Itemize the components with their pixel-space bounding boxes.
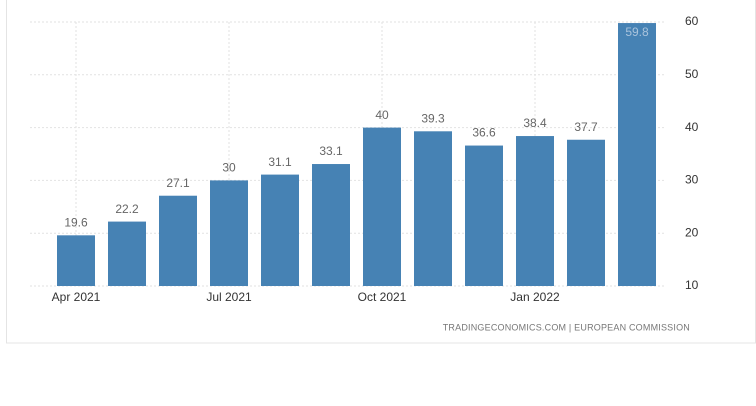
- y-tick-label: 50: [685, 67, 699, 81]
- bar: [57, 235, 95, 286]
- bar: [516, 136, 554, 286]
- y-tick-label: 30: [685, 173, 699, 187]
- x-tick-label: Apr 2021: [52, 290, 101, 304]
- data-label: 22.2: [115, 202, 139, 216]
- bar: [312, 164, 350, 286]
- bar: [414, 131, 452, 286]
- data-label: 33.1: [319, 144, 343, 158]
- x-tick-label: Jul 2021: [206, 290, 252, 304]
- data-label: 39.3: [421, 111, 445, 125]
- y-tick-label: 60: [685, 14, 699, 28]
- x-tick-label: Oct 2021: [358, 290, 407, 304]
- bar: [618, 23, 656, 286]
- bar: [363, 127, 401, 286]
- source: TRADINGECONOMICS.COM | EUROPEAN COMMISSI…: [443, 322, 690, 332]
- data-label: 59.8: [625, 25, 649, 39]
- bar: [465, 145, 503, 286]
- y-tick-label: 10: [685, 278, 699, 292]
- bar: [567, 139, 605, 286]
- data-label: 36.6: [472, 126, 496, 140]
- data-label: 40: [375, 108, 389, 122]
- data-label: 27.1: [166, 176, 190, 190]
- data-label: 19.6: [64, 215, 88, 229]
- x-tick-label: Jan 2022: [510, 290, 560, 304]
- data-label: 38.4: [523, 116, 547, 130]
- data-label: 31.1: [268, 155, 292, 169]
- bar: [261, 174, 299, 286]
- y-tick-label: 40: [685, 120, 699, 134]
- data-label: 37.7: [574, 120, 598, 134]
- data-label: 30: [222, 161, 236, 175]
- bar: [210, 180, 248, 286]
- bar: [108, 221, 146, 286]
- y-tick-label: 20: [685, 225, 699, 239]
- bar: [159, 195, 197, 286]
